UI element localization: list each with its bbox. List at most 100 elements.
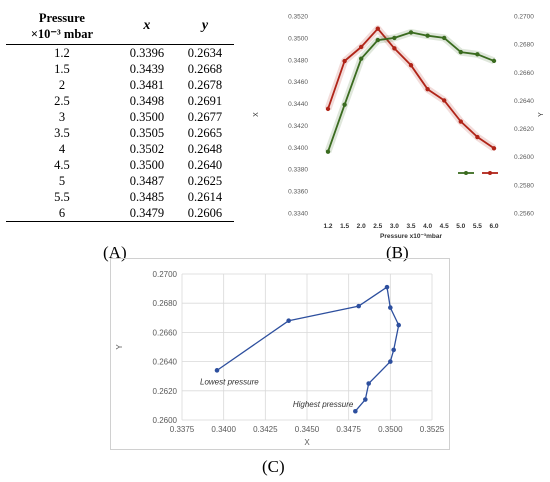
panel-label-c: (C)	[262, 457, 285, 476]
y-tick-label: 0.3340	[288, 211, 308, 218]
x-tick-label: 0.3425	[253, 425, 278, 434]
xy-point	[363, 397, 368, 402]
xy-point	[396, 322, 401, 328]
series-y-point	[408, 63, 414, 68]
y-cell: 0.2640	[187, 157, 223, 172]
y-axis-label: Y	[115, 344, 124, 350]
y-tick-label: 0.3500	[288, 35, 308, 42]
y-cell: 0.2668	[187, 61, 223, 76]
table-row: 2 0.3481 0.2678	[6, 77, 234, 93]
pressure-cell: 1.5	[54, 61, 70, 76]
xy-point	[388, 305, 393, 310]
x-cell: 0.3487	[129, 173, 165, 188]
xy-point	[388, 359, 393, 364]
y-tick-label: 0.3400	[288, 145, 308, 152]
xy-point	[214, 368, 220, 373]
series-y-point	[458, 119, 463, 124]
x-tick-label: 0.3375	[170, 425, 195, 434]
y2-tick-label: 0.2560	[514, 211, 534, 218]
x-tick-label: 2.0	[357, 223, 366, 230]
pressure-cell: 2	[58, 77, 66, 92]
series-y-point	[425, 86, 430, 92]
y2-tick-label: 0.2680	[514, 42, 534, 49]
y-cell: 0.2678	[187, 77, 223, 92]
y-cell: 0.2634	[187, 45, 223, 60]
x-tick-label: 0.3450	[295, 425, 320, 434]
y-cell: 0.2691	[187, 93, 223, 108]
table-row: 4 0.3502 0.2648	[6, 141, 234, 157]
xy-point	[366, 381, 371, 386]
xy-point	[391, 347, 396, 353]
x-cell: 0.3502	[129, 141, 165, 156]
series-y-point	[392, 46, 397, 51]
table-row: 4.5 0.3500 0.2640	[6, 157, 234, 173]
x-tick-label: 1.5	[340, 223, 349, 230]
chart-c: 0.3375 0.3400 0.3425 0.3450 0.3475 0.3500 0.35…	[115, 270, 445, 447]
y-tick-label: 0.3380	[288, 167, 308, 174]
table-row: 5.5 0.3485 0.2614	[6, 189, 234, 205]
chart-b: 0.3340 0.3360 0.3380 0.3400 0.3420 0.3440 0.34…	[253, 14, 545, 241]
x-column-header: x	[143, 18, 151, 33]
xy-point	[353, 408, 358, 414]
pressure-cell: 3	[58, 109, 66, 124]
y-cell: 0.2677	[187, 109, 223, 124]
y2-tick-label: 0.2580	[514, 182, 534, 189]
y-cell: 0.2625	[187, 173, 223, 188]
series-x-point	[392, 35, 397, 41]
y-tick-label: 0.2600	[153, 416, 178, 425]
series-x-point	[342, 102, 347, 107]
y-tick-label: 0.2680	[153, 299, 178, 308]
x-tick-label: 0.3475	[336, 425, 361, 434]
pressure-cell: 3.5	[54, 125, 70, 140]
y-cell: 0.2665	[187, 125, 223, 140]
y-tick-label: 0.2640	[153, 358, 178, 367]
x-tick-label: 6.0	[489, 223, 498, 230]
y-tick-label: 0.2660	[153, 328, 178, 337]
y-cell: 0.2606	[187, 205, 223, 220]
annotation-highest-pressure: Highest pressure	[293, 400, 354, 409]
table-row: 1.5 0.3439 0.2668	[6, 61, 234, 77]
panel-label-a: (A)	[103, 243, 127, 262]
y-cell: 0.2648	[187, 141, 223, 156]
x-tick-label: 5.0	[456, 223, 465, 230]
series-x-point	[442, 35, 447, 41]
series-y-point	[491, 146, 497, 151]
x-axis-label: X	[304, 438, 310, 447]
y2-tick-label: 0.2700	[514, 14, 534, 21]
y-tick-label: 0.3520	[288, 14, 308, 21]
table-row: 2.5 0.3498 0.2691	[6, 93, 234, 109]
x-tick-label: 3.0	[390, 223, 399, 230]
series-x-point	[375, 37, 380, 43]
y2-tick-label: 0.2660	[514, 70, 534, 77]
series-x-point	[491, 58, 497, 64]
series-y-point	[375, 26, 380, 31]
series-y-point	[325, 106, 331, 112]
table-row: 3.5 0.3505 0.2665	[6, 125, 234, 141]
series-x-point	[359, 56, 364, 61]
x-tick-label: 4.5	[440, 223, 449, 230]
table-row: 6 0.3479 0.2606	[6, 205, 234, 222]
x-cell: 0.3500	[129, 109, 165, 124]
y2-tick-label: 0.2640	[514, 98, 534, 105]
pressure-header-line2: ×10⁻³ mbar	[30, 27, 94, 41]
series-y-point	[342, 58, 347, 64]
legend-marker-x	[464, 171, 468, 175]
series-y-point	[442, 98, 447, 103]
pressure-header-line1: Pressure	[38, 11, 85, 25]
x-cell: 0.3500	[129, 157, 165, 172]
pressure-cell: 4	[58, 141, 66, 156]
pressure-cell: 1.2	[54, 45, 70, 60]
y-axis-label: X	[253, 112, 260, 117]
pressure-cell: 2.5	[54, 93, 70, 108]
xy-point	[356, 303, 361, 309]
panel-label-b: (B)	[386, 243, 409, 262]
y-tick-label: 0.3420	[288, 123, 308, 130]
y-tick-label: 0.3440	[288, 101, 308, 108]
series-x-point	[325, 149, 331, 154]
x-tick-label: 2.5	[373, 223, 382, 230]
table-body: 1.2 0.3396 0.2634 1.5 0.3439 0.2668 2 0.3481 0.2…	[6, 45, 234, 222]
x-tick-label: 4.0	[423, 223, 432, 230]
series-y-point	[359, 44, 364, 50]
chart-c-frame	[110, 258, 450, 450]
pressure-cell: 5	[58, 173, 66, 188]
